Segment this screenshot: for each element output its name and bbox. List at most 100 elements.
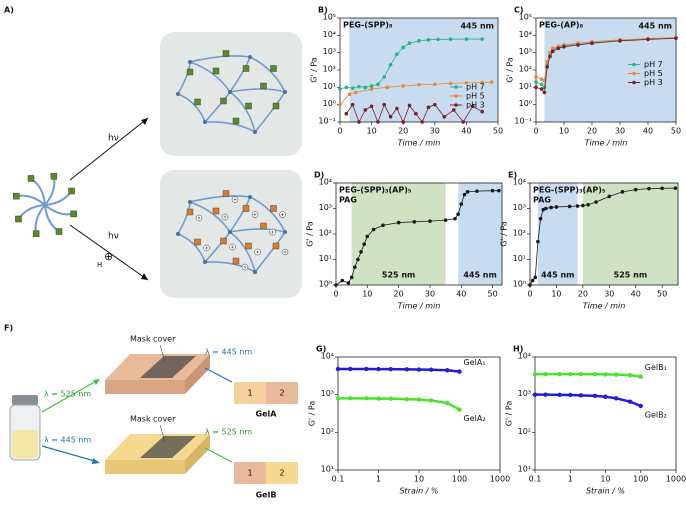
network-node <box>188 200 192 204</box>
data-point <box>457 369 462 374</box>
data-point <box>433 102 437 107</box>
data-point <box>352 265 357 269</box>
data-point <box>420 120 424 124</box>
mask-label: Mask cover <box>130 415 176 424</box>
network-node <box>188 60 192 64</box>
data-point <box>497 188 501 193</box>
data-point <box>627 372 633 378</box>
arrow <box>69 117 149 181</box>
region-label: 525 nm <box>382 271 416 280</box>
shaded-region <box>458 183 502 285</box>
data-point <box>567 204 572 209</box>
data-point <box>401 120 406 124</box>
data-point <box>647 186 651 191</box>
series-label: GelA₂ <box>464 414 486 423</box>
data-point <box>568 392 573 398</box>
x-tick-label: 10 <box>600 475 610 484</box>
light-arrow <box>41 445 99 463</box>
data-point <box>338 102 342 107</box>
vial-cap <box>12 395 38 405</box>
data-point <box>586 202 590 207</box>
data-point <box>480 109 485 114</box>
data-point <box>490 188 495 193</box>
data-point <box>480 37 485 41</box>
data-point <box>613 396 619 401</box>
x-tick-label: 50 <box>657 290 667 299</box>
y-tick-label: 10⁴ <box>519 30 532 39</box>
end-group <box>272 242 280 250</box>
data-point <box>548 54 552 59</box>
data-point <box>539 77 544 81</box>
x-tick-label: 1 <box>568 475 573 484</box>
data-point <box>620 190 625 194</box>
x-tick-label: 10 <box>559 127 569 136</box>
end-group <box>270 205 277 212</box>
data-point <box>340 278 345 283</box>
data-point <box>554 205 559 209</box>
data-point <box>350 86 355 90</box>
series-line <box>535 393 642 408</box>
data-point <box>363 108 368 112</box>
end-group <box>212 67 220 75</box>
data-point <box>369 84 374 88</box>
network-node <box>228 90 232 94</box>
y-tick-label: 10⁴ <box>321 352 334 361</box>
data-point <box>357 120 361 124</box>
chart-title: PEG-(AP)₈ <box>539 21 584 30</box>
x-axis-label: Strain / % <box>586 487 625 496</box>
data-point <box>459 202 464 206</box>
x-tick-label: 10 <box>362 290 372 299</box>
network-node <box>176 232 180 236</box>
x-axis-label: Strain / % <box>399 487 438 496</box>
data-point <box>426 105 431 110</box>
x-tick-label: 1 <box>376 475 381 484</box>
vial-liquid <box>12 430 38 458</box>
charge: ⊕ <box>104 250 113 263</box>
data-point <box>556 46 561 51</box>
legend-marker <box>632 71 636 76</box>
data-point <box>354 90 358 95</box>
series-label: GelA₁ <box>464 358 486 367</box>
data-point <box>464 81 469 85</box>
arrow-head <box>93 379 100 385</box>
x-tick-label: 50 <box>493 127 503 136</box>
data-point <box>445 368 450 373</box>
data-point <box>592 372 598 377</box>
data-point <box>388 366 393 372</box>
arrow-head <box>141 273 148 280</box>
x-axis-label: Time / min <box>585 139 628 148</box>
data-point <box>388 62 393 67</box>
data-point <box>568 371 573 377</box>
legend-marker <box>454 103 458 107</box>
data-point <box>532 392 538 397</box>
data-point <box>530 278 535 283</box>
data-point <box>404 367 410 372</box>
data-point <box>539 82 544 87</box>
x-tick-label: 50 <box>488 290 498 299</box>
data-point <box>395 106 399 111</box>
region-label: 445 nm <box>463 271 497 280</box>
x-tick-label: 0 <box>333 290 338 299</box>
end-group <box>242 65 250 72</box>
data-point <box>534 75 538 79</box>
data-point <box>627 399 633 404</box>
light-arrow <box>204 367 233 383</box>
y-tick-label: 10⁰ <box>319 280 332 289</box>
data-point <box>465 190 470 194</box>
data-point <box>549 205 553 210</box>
data-point <box>543 371 548 377</box>
x-tick-label: 20 <box>587 127 597 136</box>
pointer <box>159 424 166 443</box>
data-point <box>581 203 585 208</box>
y-tick-label: 10⁻¹ <box>318 117 336 126</box>
data-point <box>382 75 387 79</box>
mask <box>140 356 196 378</box>
data-point <box>428 219 432 223</box>
data-point <box>369 87 374 91</box>
data-point <box>376 366 381 372</box>
data-point <box>607 194 612 199</box>
gel-name: GelB <box>256 491 277 500</box>
x-tick-label: 20 <box>394 290 404 299</box>
legend-marker <box>454 94 458 98</box>
